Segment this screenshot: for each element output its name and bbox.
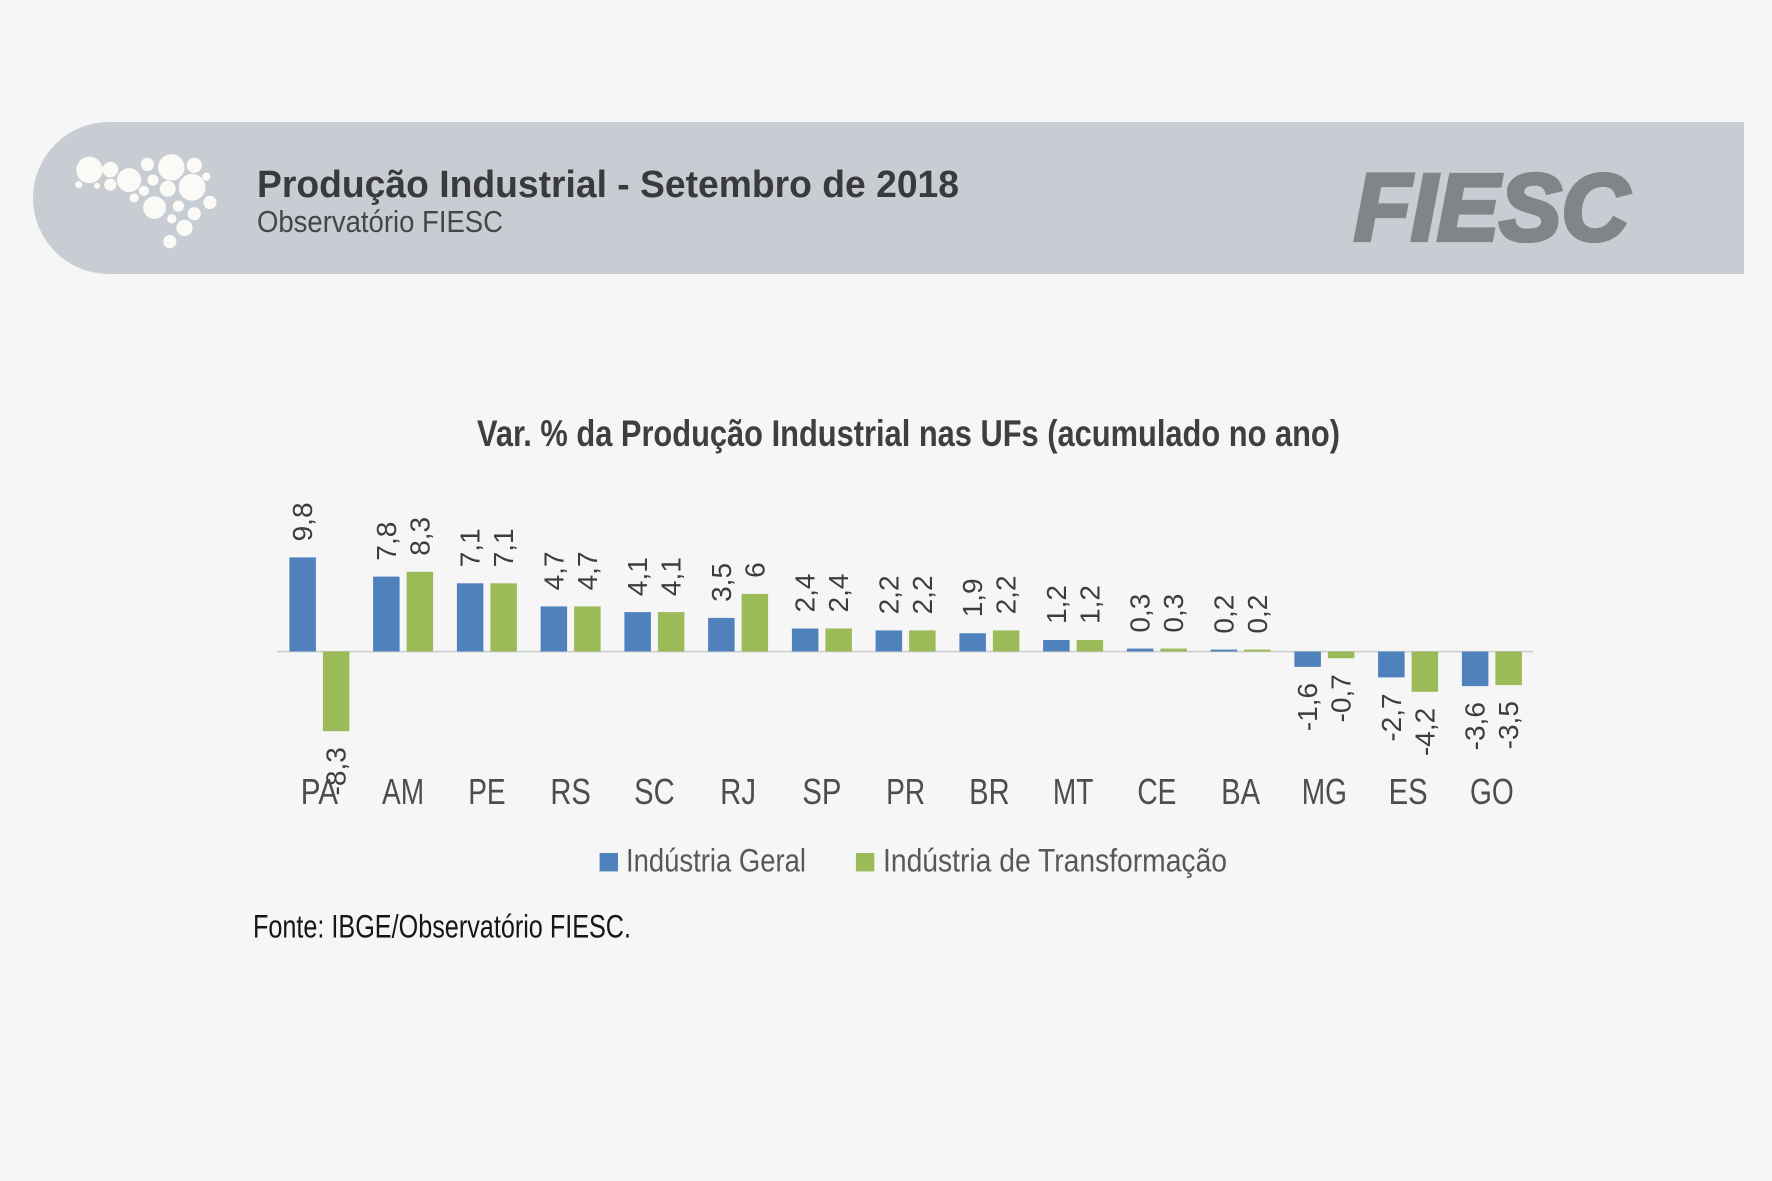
svg-text:3,5: 3,5 (706, 563, 737, 602)
svg-text:0,2: 0,2 (1242, 595, 1273, 634)
svg-text:-3,5: -3,5 (1493, 701, 1524, 749)
svg-text:7,8: 7,8 (371, 522, 402, 561)
svg-text:-1,6: -1,6 (1292, 683, 1323, 731)
svg-text:6: 6 (739, 562, 770, 578)
svg-text:7,1: 7,1 (488, 528, 519, 567)
svg-text:7,1: 7,1 (455, 528, 486, 567)
svg-text:Fonte: IBGE/Observatório FIESC: Fonte: IBGE/Observatório FIESC. (253, 909, 631, 945)
svg-text:4,7: 4,7 (538, 551, 569, 590)
svg-text:2,4: 2,4 (790, 574, 821, 613)
svg-text:SP: SP (802, 771, 841, 812)
svg-text:Observatório FIESC: Observatório FIESC (257, 204, 503, 239)
svg-text:PA: PA (301, 771, 338, 812)
svg-text:Indústria Geral: Indústria Geral (626, 843, 806, 879)
svg-text:Indústria de Transformação: Indústria de Transformação (883, 843, 1227, 879)
svg-text:-2,7: -2,7 (1376, 693, 1407, 741)
svg-text:ES: ES (1389, 771, 1428, 812)
svg-text:MG: MG (1302, 771, 1347, 812)
svg-text:8,3: 8,3 (404, 517, 435, 556)
svg-text:1,2: 1,2 (1074, 585, 1105, 624)
svg-text:1,2: 1,2 (1041, 585, 1072, 624)
svg-text:2,2: 2,2 (873, 575, 904, 614)
svg-text:-3,6: -3,6 (1460, 702, 1491, 750)
svg-text:GO: GO (1470, 771, 1514, 812)
svg-text:0,3: 0,3 (1158, 594, 1189, 633)
svg-text:MT: MT (1053, 771, 1094, 812)
svg-text:AM: AM (382, 771, 424, 812)
svg-text:CE: CE (1137, 771, 1176, 812)
svg-text:2,2: 2,2 (907, 575, 938, 614)
svg-text:0,2: 0,2 (1208, 595, 1239, 634)
svg-text:1,9: 1,9 (957, 578, 988, 617)
svg-text:0,3: 0,3 (1125, 594, 1156, 633)
svg-text:PE: PE (468, 771, 505, 812)
svg-text:2,4: 2,4 (823, 574, 854, 613)
svg-text:4,7: 4,7 (572, 551, 603, 590)
svg-text:BA: BA (1221, 771, 1260, 812)
svg-text:SC: SC (634, 771, 675, 812)
svg-text:2,2: 2,2 (991, 575, 1022, 614)
svg-text:-0,7: -0,7 (1326, 674, 1357, 722)
svg-text:RS: RS (550, 771, 591, 812)
svg-text:Var. % da Produção Industrial: Var. % da Produção Industrial nas UFs (a… (477, 413, 1340, 454)
svg-text:4,1: 4,1 (622, 557, 653, 596)
svg-text:-8,3: -8,3 (321, 747, 352, 795)
svg-text:PR: PR (886, 771, 925, 812)
svg-text:9,8: 9,8 (287, 502, 318, 541)
svg-text:-4,2: -4,2 (1409, 708, 1440, 756)
svg-text:FIESC: FIESC (1354, 155, 1630, 261)
svg-text:BR: BR (969, 771, 1010, 812)
svg-text:Produção Industrial - Setembro: Produção Industrial - Setembro de 2018 (257, 164, 959, 206)
svg-text:RJ: RJ (720, 771, 756, 812)
svg-text:4,1: 4,1 (656, 557, 687, 596)
